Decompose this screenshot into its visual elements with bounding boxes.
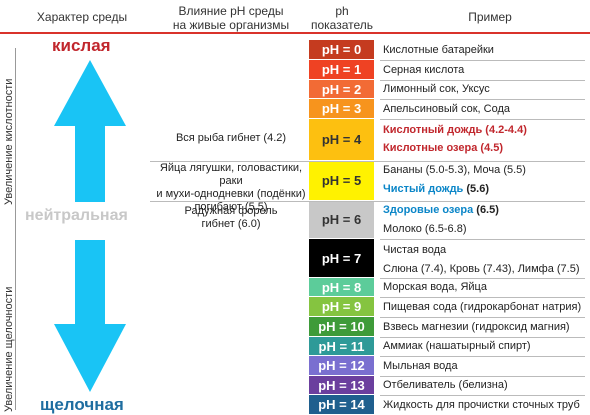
ph-cell-14: pH = 14 xyxy=(309,395,374,415)
example-separator xyxy=(380,356,585,357)
example-separator xyxy=(380,80,585,81)
ph-cell-13: pH = 13 xyxy=(309,376,374,395)
example-separator xyxy=(380,239,585,240)
ph-cell-1: pH = 1 xyxy=(309,60,374,80)
example-separator xyxy=(380,337,585,338)
effect-fish: Вся рыба гибнет (4.2) xyxy=(175,132,287,144)
effect-frogs-line2: и мухи-однодневки (подёнки) xyxy=(156,188,306,200)
example-ph8: Морская вода, Яйца xyxy=(383,281,487,293)
example-separator xyxy=(380,395,585,396)
header-ph: ph показатель xyxy=(300,4,384,32)
env-neutral-label: нейтральная xyxy=(25,207,128,224)
example-acid-lakes: Кислотные озера (4.5) xyxy=(383,142,503,155)
example-water: Чистая вода xyxy=(383,244,447,256)
acid-rain-label: Кислотный дождь xyxy=(383,124,483,136)
example-ph13: Отбеливатель (белизна) xyxy=(383,379,508,391)
header-divider xyxy=(0,32,590,34)
acid-rain-value: (4.2-4.4) xyxy=(485,124,527,136)
example-ph2: Лимонный сок, Уксус xyxy=(383,83,490,95)
ph-cell-5: pH = 5 xyxy=(309,161,374,201)
example-separator xyxy=(150,161,585,162)
example-clean-rain: Чистый дождь (5.6) xyxy=(383,183,489,196)
effect-frogs-line1: Яйца лягушки, головастики, раки xyxy=(159,162,303,187)
example-separator xyxy=(380,317,585,318)
example-healthy-lakes: Здоровые озера (6.5) xyxy=(383,204,499,217)
ph-cell-7: pH = 7 xyxy=(309,239,374,278)
acid-lakes-value: (4.5) xyxy=(480,142,504,154)
example-separator xyxy=(380,376,585,377)
header-character: Характер среды xyxy=(36,10,128,24)
example-acid-rain: Кислотный дождь (4.2-4.4) xyxy=(383,124,527,137)
example-milk: Молоко (6.5-6.8) xyxy=(383,223,467,235)
header-example: Пример xyxy=(468,10,512,24)
header-influence-line2: на живые организмы xyxy=(172,18,290,32)
example-separator xyxy=(380,99,585,100)
ph-cell-2: pH = 2 xyxy=(309,80,374,99)
effect-trout: Радужная форель гибнет (6.0) xyxy=(156,205,306,231)
healthy-lakes-value: (6.5) xyxy=(476,204,499,216)
side-vertical-line xyxy=(15,48,16,410)
effect-frogs: Яйца лягушки, головастики, раки и мухи-о… xyxy=(156,162,306,214)
ph-cell-11: pH = 11 xyxy=(309,337,374,356)
example-ph3: Апельсиновый сок, Сода xyxy=(383,103,511,115)
example-ph0: Кислотные батарейки xyxy=(383,44,494,56)
effect-trout-line1: Радужная форель xyxy=(184,205,278,217)
example-ph9: Пищевая сода (гидрокарбонат натрия) xyxy=(383,301,582,313)
ph-cell-4: pH = 4 xyxy=(309,119,374,161)
example-ph1: Серная кислота xyxy=(383,64,465,76)
acid-lakes-label: Кислотные озера xyxy=(383,142,478,154)
example-separator xyxy=(150,201,585,202)
arrow-up-icon xyxy=(54,60,126,202)
env-acid-label: кислая xyxy=(52,36,111,55)
ph-cell-8: pH = 8 xyxy=(309,278,374,297)
example-bananas: Бананы (5.0-5.3), Моча (5.5) xyxy=(383,164,526,176)
side-label-alkalinity: Увеличение щелочности xyxy=(3,286,15,412)
example-ph10: Взвесь магнезии (гидроксид магния) xyxy=(383,321,570,333)
example-separator xyxy=(380,278,585,279)
header-influence: Влияние pH среды на живые организмы xyxy=(158,4,304,32)
healthy-lakes-label: Здоровые озера xyxy=(383,204,474,216)
side-label-acidity: Увеличение кислотности xyxy=(3,78,15,205)
ph-cell-10: pH = 10 xyxy=(309,317,374,337)
example-ph14: Жидкость для прочистки сточных труб xyxy=(383,399,580,411)
header-ph-line1: ph xyxy=(335,4,349,18)
example-ph12: Мыльная вода xyxy=(383,360,458,372)
effect-trout-line2: гибнет (6.0) xyxy=(201,218,261,230)
example-ph11: Аммиак (нашатырный спирт) xyxy=(383,340,531,352)
arrow-down-icon xyxy=(54,240,126,392)
ph-cell-12: pH = 12 xyxy=(309,356,374,376)
ph-cell-6: pH = 6 xyxy=(309,201,374,239)
example-separator xyxy=(380,60,585,61)
ph-cell-0: pH = 0 xyxy=(309,40,374,60)
ph-cell-3: pH = 3 xyxy=(309,99,374,119)
header-influence-line1: Влияние pH среды xyxy=(178,4,284,18)
effect-frogs-line3: погибают (5.5) xyxy=(194,201,268,213)
clean-rain-value: (5.6) xyxy=(466,183,489,195)
ph-cell-9: pH = 9 xyxy=(309,297,374,317)
example-separator xyxy=(380,119,585,120)
example-separator xyxy=(380,297,585,298)
env-alkaline-label: щелочная xyxy=(40,395,124,414)
clean-rain-label: Чистый дождь xyxy=(383,183,464,195)
header-ph-line2: показатель xyxy=(310,18,374,32)
example-saliva: Слюна (7.4), Кровь (7.43), Лимфа (7.5) xyxy=(383,263,580,275)
